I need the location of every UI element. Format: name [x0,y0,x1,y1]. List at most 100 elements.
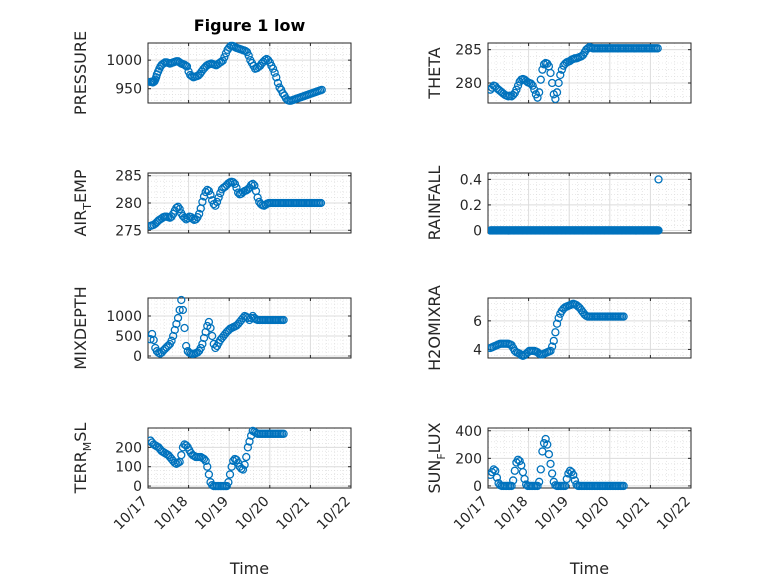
data-point [240,460,249,469]
data-point [250,181,259,190]
y-tick-label: 400 [455,424,482,440]
data-point [552,319,562,328]
data-point [535,477,544,486]
data-point [535,88,544,97]
axes-background [488,43,691,103]
y-axis-label: THETA [425,47,444,99]
data-point [546,459,555,469]
data-point [489,465,498,474]
data-point [569,470,578,480]
data-series [148,426,288,491]
data-point [546,346,555,356]
data-point [552,88,562,97]
data-point [212,197,222,207]
axes-box [487,297,692,359]
axes-box [147,297,352,359]
data-point [654,175,663,184]
data-point [222,481,231,491]
data-point [201,456,210,466]
data-point [206,323,215,333]
data-point [196,343,205,353]
data-series [148,295,288,359]
data-point [188,214,197,223]
data-point [544,450,554,459]
data-point [206,190,215,199]
data-series [488,42,662,104]
y-tick-label: 200 [115,440,142,456]
subplot-theta: 280 285 THETA [425,42,692,104]
data-point [248,179,257,189]
y-tick-label: 285 [115,169,142,185]
data-point [554,313,563,323]
data-point [268,64,278,73]
y-tick-label: 4 [473,342,482,358]
data-point [232,183,241,192]
y-axis-label: MIXDEPTH [71,286,90,369]
data-point [533,93,542,102]
data-point [148,329,157,339]
data-point [253,193,262,202]
data-point [546,68,555,78]
data-point [270,68,279,77]
data-point [551,328,560,337]
y-tick-label: 6 [473,314,482,330]
data-point [195,209,204,219]
data-point [539,60,549,69]
data-point [536,465,545,474]
x-axis-label: Time [229,559,269,578]
data-point [182,341,191,351]
data-point [244,51,253,60]
data-point [172,319,181,329]
data-point [515,456,524,466]
data-point [507,481,516,491]
data-point [199,454,209,464]
data-point [227,462,236,471]
data-point [562,474,571,484]
data-point [178,305,188,315]
data-series [148,41,326,105]
data-point [554,78,563,88]
data-point [201,327,210,337]
data-point [547,342,557,351]
data-point [279,429,288,438]
data-series [488,434,628,491]
data-point [556,70,565,80]
data-point [180,323,189,333]
y-axis-label: TERRMSL [71,423,94,495]
data-point [224,478,233,487]
data-point [167,336,176,345]
y-axis-label: H2OMIXRA [425,285,444,371]
axes-background [488,298,691,358]
data-point [538,65,547,74]
data-point [536,75,545,84]
data-point [543,440,552,449]
data-point [510,466,519,475]
x-axis-label: Time [569,559,609,578]
y-tick-label: 500 [115,329,142,345]
data-point [492,473,502,482]
data-point [175,204,184,214]
data-point [173,313,183,323]
data-series [148,177,326,231]
y-tick-label: 0.2 [460,198,482,214]
chart-title: Figure 1 low [194,16,306,35]
data-point [654,226,663,235]
y-tick-label: 1000 [106,309,142,325]
data-point [619,312,628,321]
data-point [149,335,158,345]
data-point [512,85,521,94]
data-point [211,201,220,210]
data-point [204,470,214,479]
y-axis-label: SUNFLUX [425,422,448,493]
data-series [488,299,628,361]
y-tick-label: 200 [455,451,482,467]
y-tick-label: 1000 [106,53,142,69]
y-tick-label: 0 [133,349,142,365]
y-axis-label: PRESSURE [71,31,90,115]
axes-box [147,427,352,489]
data-point [260,55,270,65]
data-point [204,317,214,327]
y-axis-label: AIRTEMP [71,169,94,236]
data-point [273,78,283,88]
y-tick-label: 0 [473,479,482,495]
